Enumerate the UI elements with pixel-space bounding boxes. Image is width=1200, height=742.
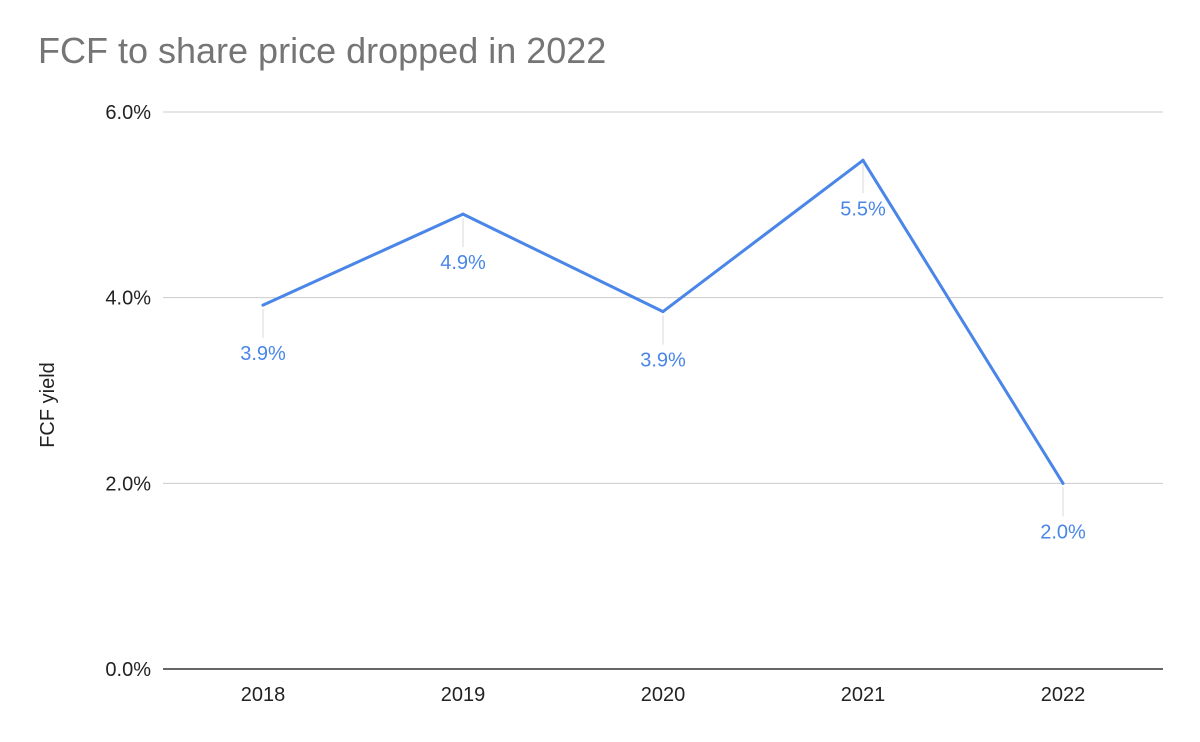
x-tick-label: 2021 [841, 684, 886, 706]
y-axis-title: FCF yield [37, 362, 59, 448]
data-label: 2.0% [1040, 521, 1086, 543]
x-tick-label: 2019 [441, 684, 486, 706]
x-tick-label: 2020 [641, 684, 686, 706]
x-tick-label: 2018 [241, 684, 286, 706]
y-tick-label: 4.0% [105, 288, 151, 310]
data-label: 4.9% [440, 252, 486, 274]
x-axis-ticks: 2018 2019 2020 2021 2022 [241, 684, 1086, 706]
data-label: 3.9% [240, 343, 286, 365]
data-point [1061, 481, 1065, 485]
series [261, 158, 1065, 485]
data-label: 3.9% [640, 350, 686, 372]
data-point [261, 303, 265, 307]
gridlines [163, 111, 1163, 670]
y-axis-ticks: 0.0% 2.0% 4.0% 6.0% [105, 102, 151, 681]
y-tick-label: 0.0% [105, 659, 151, 681]
chart-title: FCF to share price dropped in 2022 [38, 30, 607, 71]
data-label: 5.5% [840, 198, 886, 220]
data-labels: 3.9% 4.9% 3.9% 5.5% 2.0% [240, 164, 1086, 543]
y-tick-label: 6.0% [105, 102, 151, 124]
y-tick-label: 2.0% [105, 473, 151, 495]
data-point [661, 310, 665, 314]
data-point [861, 158, 865, 162]
x-tick-label: 2022 [1041, 684, 1086, 706]
data-point [461, 212, 465, 216]
